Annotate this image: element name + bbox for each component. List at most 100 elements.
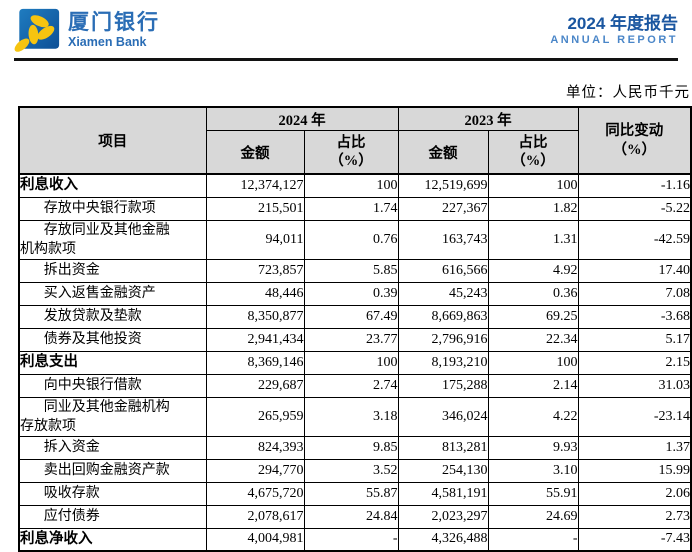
ratio-2024-cell: 3.52: [303, 458, 399, 483]
item-cell: 债券及其他投资: [18, 327, 207, 352]
amount-2023-cell: 45,243: [397, 281, 489, 306]
header-divider: [14, 58, 678, 61]
ratio-2024-cell: 5.85: [303, 258, 399, 283]
yoy-change-cell: -7.43: [577, 527, 692, 552]
amount-2023-cell: 4,326,488: [397, 527, 489, 552]
amount-2023-cell: 616,566: [397, 258, 489, 283]
amount-2023-cell: 2,023,297: [397, 504, 489, 529]
ratio-2023-cell: -: [487, 527, 579, 552]
report-title-cn: 2024 年度报告: [567, 14, 678, 33]
amount-2024-cell: 215,501: [205, 196, 305, 221]
yoy-change-cell: 1.37: [577, 435, 692, 460]
amount-2023-cell: 12,519,699: [397, 173, 489, 198]
ratio-2024-cell: -: [303, 527, 399, 552]
ratio-2023-cell: 69.25: [487, 304, 579, 329]
report-title-en: ANNUAL REPORT: [550, 33, 678, 46]
amount-2023-cell: 175,288: [397, 373, 489, 398]
yoy-change-cell: 2.73: [577, 504, 692, 529]
table-row: 买入返售金融资产 48,446 0.39 45,243 0.36 7.08: [18, 281, 692, 306]
table-row: 卖出回购金融资产款 294,770 3.52 254,130 3.10 15.99: [18, 458, 692, 483]
ratio-2023-cell: 55.91: [487, 481, 579, 506]
report-title-block: 2024 年度报告 ANNUAL REPORT: [550, 8, 678, 46]
table-row: 利息收入 12,374,127 100 12,519,699 100 -1.16: [18, 173, 692, 198]
amount-2023-cell: 4,581,191: [397, 481, 489, 506]
table-row: 向中央银行借款 229,687 2.74 175,288 2.14 31.03: [18, 373, 692, 398]
bank-name-en: Xiamen Bank: [68, 35, 147, 50]
table-row: 吸收存款 4,675,720 55.87 4,581,191 55.91 2.06: [18, 481, 692, 506]
table-row: 存放同业及其他金融 机构款项 94,011 0.76 163,743 1.31 -42.5…: [18, 219, 692, 260]
amount-2023-cell: 254,130: [397, 458, 489, 483]
col-header-2024: 2024 年: [205, 106, 399, 131]
ratio-2024-cell: 1.74: [303, 196, 399, 221]
col-header-amount-2024: 金额: [205, 130, 305, 175]
item-cell: 存放同业及其他金融 机构款项: [18, 219, 207, 260]
table-body: 利息收入 12,374,127 100 12,519,699 100 -1.16 存放中央银…: [18, 173, 692, 552]
bank-brand: 厦门银行 Xiamen Bank: [14, 8, 160, 54]
amount-2023-cell: 8,193,210: [397, 350, 489, 375]
yoy-change-cell: 17.40: [577, 258, 692, 283]
item-cell: 利息收入: [18, 173, 207, 198]
amount-2023-cell: 2,796,916: [397, 327, 489, 352]
col-header-ratio-2024: 占比 （%）: [303, 130, 399, 175]
ratio-2023-cell: 100: [487, 173, 579, 198]
yoy-change-cell: 2.15: [577, 350, 692, 375]
ratio-2023-cell: 2.14: [487, 373, 579, 398]
item-cell: 拆出资金: [18, 258, 207, 283]
ratio-2024-cell: 100: [303, 350, 399, 375]
amount-2024-cell: 824,393: [205, 435, 305, 460]
item-cell: 同业及其他金融机构 存放款项: [18, 396, 207, 437]
yoy-change-cell: -42.59: [577, 219, 692, 260]
item-cell: 发放贷款及垫款: [18, 304, 207, 329]
amount-2023-cell: 163,743: [397, 219, 489, 260]
table-header: 项目 2024 年 2023 年 同比变动 （%） 金额 占比 （%） 金额 占…: [18, 106, 692, 175]
ratio-2023-cell: 1.31: [487, 219, 579, 260]
item-cell: 卖出回购金融资产款: [18, 458, 207, 483]
yoy-change-cell: 31.03: [577, 373, 692, 398]
ratio-2023-cell: 22.34: [487, 327, 579, 352]
item-cell: 吸收存款: [18, 481, 207, 506]
amount-2024-cell: 4,004,981: [205, 527, 305, 552]
ratio-2024-cell: 67.49: [303, 304, 399, 329]
page-header: 厦门银行 Xiamen Bank 2024 年度报告 ANNUAL REPORT: [0, 0, 692, 56]
amount-2024-cell: 2,941,434: [205, 327, 305, 352]
col-header-ratio-2023: 占比 （%）: [487, 130, 579, 175]
item-cell: 应付债券: [18, 504, 207, 529]
amount-2024-cell: 2,078,617: [205, 504, 305, 529]
ratio-2024-cell: 55.87: [303, 481, 399, 506]
amount-2024-cell: 12,374,127: [205, 173, 305, 198]
amount-2024-cell: 265,959: [205, 396, 305, 437]
yoy-change-cell: -23.14: [577, 396, 692, 437]
ratio-2023-cell: 4.22: [487, 396, 579, 437]
ratio-2024-cell: 0.39: [303, 281, 399, 306]
item-cell: 买入返售金融资产: [18, 281, 207, 306]
amount-2023-cell: 227,367: [397, 196, 489, 221]
table-row: 存放中央银行款项 215,501 1.74 227,367 1.82 -5.22: [18, 196, 692, 221]
col-header-2023: 2023 年: [397, 106, 579, 131]
yoy-change-cell: 15.99: [577, 458, 692, 483]
amount-2023-cell: 813,281: [397, 435, 489, 460]
xiamen-bank-logo-icon: [14, 8, 60, 54]
table-row: 发放贷款及垫款 8,350,877 67.49 8,669,863 69.25 -3.68: [18, 304, 692, 329]
item-cell: 拆入资金: [18, 435, 207, 460]
table-row: 利息净收入 4,004,981-4,326,488- -7.43: [18, 527, 692, 552]
ratio-2023-cell: 100: [487, 350, 579, 375]
table-row: 利息支出 8,369,146 100 8,193,210 100 2.15: [18, 350, 692, 375]
amount-2024-cell: 8,369,146: [205, 350, 305, 375]
ratio-2024-cell: 2.74: [303, 373, 399, 398]
yoy-change-cell: 7.08: [577, 281, 692, 306]
item-cell: 利息净收入: [18, 527, 207, 552]
ratio-2023-cell: 24.69: [487, 504, 579, 529]
table-row: 拆入资金 824,393 9.85 813,281 9.93 1.37: [18, 435, 692, 460]
amount-2024-cell: 723,857: [205, 258, 305, 283]
ratio-2024-cell: 23.77: [303, 327, 399, 352]
ratio-2023-cell: 4.92: [487, 258, 579, 283]
ratio-2024-cell: 9.85: [303, 435, 399, 460]
yoy-change-cell: 2.06: [577, 481, 692, 506]
amount-2024-cell: 8,350,877: [205, 304, 305, 329]
amount-2024-cell: 294,770: [205, 458, 305, 483]
ratio-2024-cell: 24.84: [303, 504, 399, 529]
item-cell: 向中央银行借款: [18, 373, 207, 398]
ratio-2024-cell: 0.76: [303, 219, 399, 260]
amount-2023-cell: 8,669,863: [397, 304, 489, 329]
amount-2024-cell: 94,011: [205, 219, 305, 260]
